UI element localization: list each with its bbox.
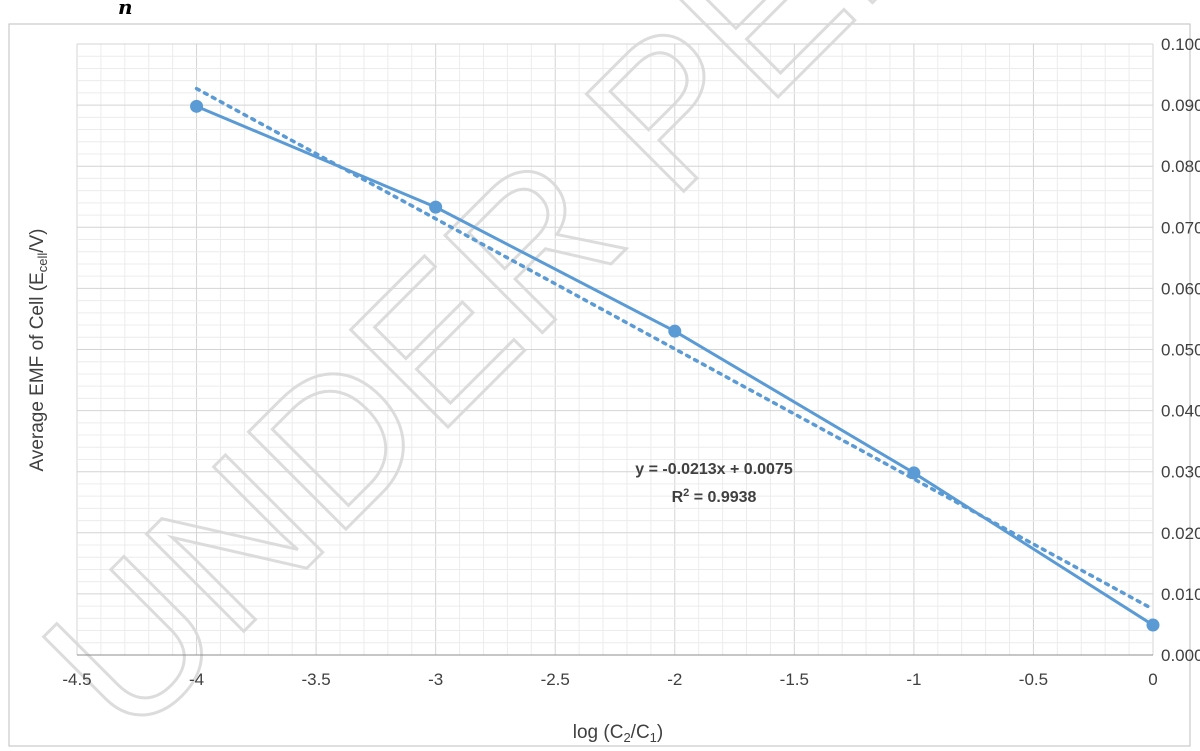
y-tick-label: 0.1000: [1161, 35, 1200, 54]
header-glyph: n: [118, 0, 133, 19]
x-tick-label: -3: [428, 670, 443, 689]
y-axis-title: Average EMF of Cell (Ecell/V): [27, 228, 50, 471]
x-tick-label: -3.5: [301, 670, 330, 689]
data-point: [429, 200, 443, 214]
x-tick-label: -4: [189, 670, 204, 689]
trendline-equation-text: y = -0.0213x + 0.0075: [635, 461, 793, 478]
x-tick-label: -4.5: [62, 670, 91, 689]
chart-frame: [8, 23, 1191, 747]
x-tick-label: -1.5: [780, 670, 809, 689]
trendline-equation: y = -0.0213x + 0.0075 R2 = 0.9938: [635, 461, 793, 506]
data-point: [668, 324, 682, 338]
data-point: [1146, 618, 1160, 632]
r-squared-text: R2 = 0.9938: [672, 487, 757, 506]
x-tick-label: -2.5: [541, 670, 570, 689]
x-tick-labels: -4.5 -4 -3.5 -3 -2.5 -2 -1.5 -1 -0.5 0: [62, 670, 1157, 689]
data-point: [907, 466, 921, 480]
x-tick-label: -1: [906, 670, 921, 689]
data-points: [190, 99, 1160, 632]
watermark-text: UNDER PEER REVIEW: [3, 0, 1200, 751]
grid: [76, 43, 1154, 656]
x-tick-label: -0.5: [1019, 670, 1048, 689]
data-point: [190, 99, 204, 113]
x-tick-label: -2: [667, 670, 682, 689]
x-axis-title: log (C2/C1): [573, 722, 663, 745]
x-tick-label: 0: [1148, 670, 1157, 689]
